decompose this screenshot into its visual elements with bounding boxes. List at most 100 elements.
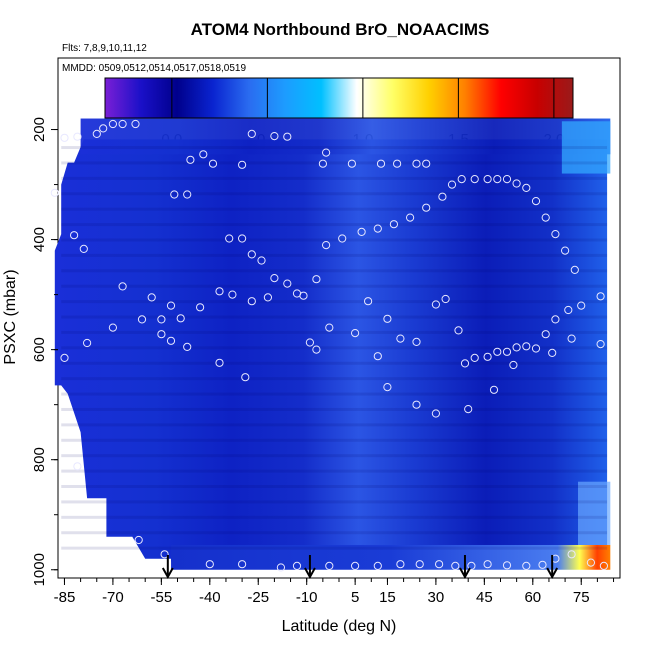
observation-point [238,560,247,569]
observation-point [50,188,59,197]
x-tick-label: -25 [247,589,269,606]
heatmap-band [61,407,608,411]
observation-point [338,234,347,243]
observation-point [451,561,460,571]
observation-point [483,352,492,361]
observation-point [373,224,382,233]
flights-note: Flts: 7,8,9,10,11,12 [62,43,147,54]
observation-point [364,297,373,306]
observation-point [325,323,334,332]
heatmap-band [61,515,608,519]
observation-point [470,175,479,184]
observation-point [483,560,492,569]
y-axis: 200 400 600 800 1000 [31,117,58,586]
observation-point [396,560,405,569]
heatmap-band [61,176,608,180]
surface-arrow-head [304,567,316,580]
observation-point [522,561,531,571]
observation-point [422,159,431,168]
observation-point [567,550,576,559]
observation-point [312,345,321,354]
observation-point [283,132,292,141]
observation-point [208,159,218,168]
observation-point [564,305,573,315]
observation-point [538,560,547,569]
observation-point [70,231,79,240]
heatmap-body [54,139,608,562]
heatmap-band [61,330,608,334]
y-tick-label: 600 [31,337,48,362]
observation-point [548,348,557,357]
heatmap-band [61,207,608,211]
observation-point [215,358,224,367]
observation-point [166,336,176,345]
observation-point [502,175,512,184]
heatmap-band [61,500,608,504]
surface-arrow-head [546,567,559,580]
observation-point [118,282,127,291]
heatmap-band [61,223,608,227]
observation-point [470,353,479,362]
observation-point [134,535,143,545]
observation-point [422,203,431,212]
observation-point [412,337,421,346]
observation-point [205,560,214,569]
observation-point [312,275,321,284]
observation-point [157,330,166,339]
observation-point [393,159,402,168]
x-tick-label: -10 [296,589,318,606]
observation-point [157,315,166,324]
observation-point [131,119,140,129]
heatmap-band [61,423,608,427]
observation-point [351,561,360,571]
observation-point [147,293,156,302]
observation-point [435,560,444,569]
observation-point [186,155,195,164]
observation-point [431,409,440,418]
observation-point [347,159,356,168]
heatmap-band [61,315,608,319]
heatmap-band [61,346,608,350]
observation-point [373,561,382,571]
x-tick-label: -40 [199,589,221,606]
y-tick-label: 800 [31,447,48,472]
observation-point [199,150,208,159]
heatmap-band [61,269,608,273]
observation-point [196,303,205,312]
observation-point [92,129,101,138]
observation-point [512,343,521,352]
heatmap-band [61,284,608,288]
observation-point [299,291,308,300]
observation-point [396,334,405,343]
x-tick-label: 60 [524,589,541,606]
observation-point [108,323,118,332]
heatmap-band [61,531,608,535]
observation-point [447,180,457,189]
observation-point [318,159,327,168]
observation-point [376,159,386,168]
observation-point [541,330,550,339]
chart-title: ATOM4 Northbound BrO_NOAACIMS [191,20,490,39]
observation-point [467,561,476,571]
observation-point [441,294,450,304]
observation-point [464,405,473,414]
observation-point [170,190,179,199]
observation-point [412,400,421,409]
surface-arrows [161,555,559,580]
observation-point [415,560,424,569]
observation-point [493,175,502,184]
observation-point [512,179,521,188]
observation-point [389,220,398,229]
observation-point [247,129,256,138]
y-tick-label: 200 [31,117,48,142]
observation-point [357,227,366,236]
observation-point [241,373,250,382]
observation-point [263,293,272,302]
observation-point [383,314,392,323]
heatmap-band [61,392,608,396]
heatmap-band [61,469,608,473]
x-tick-label: 5 [351,589,359,606]
observation-point [225,234,234,243]
observation-point [283,279,292,288]
observation-point [238,234,247,243]
